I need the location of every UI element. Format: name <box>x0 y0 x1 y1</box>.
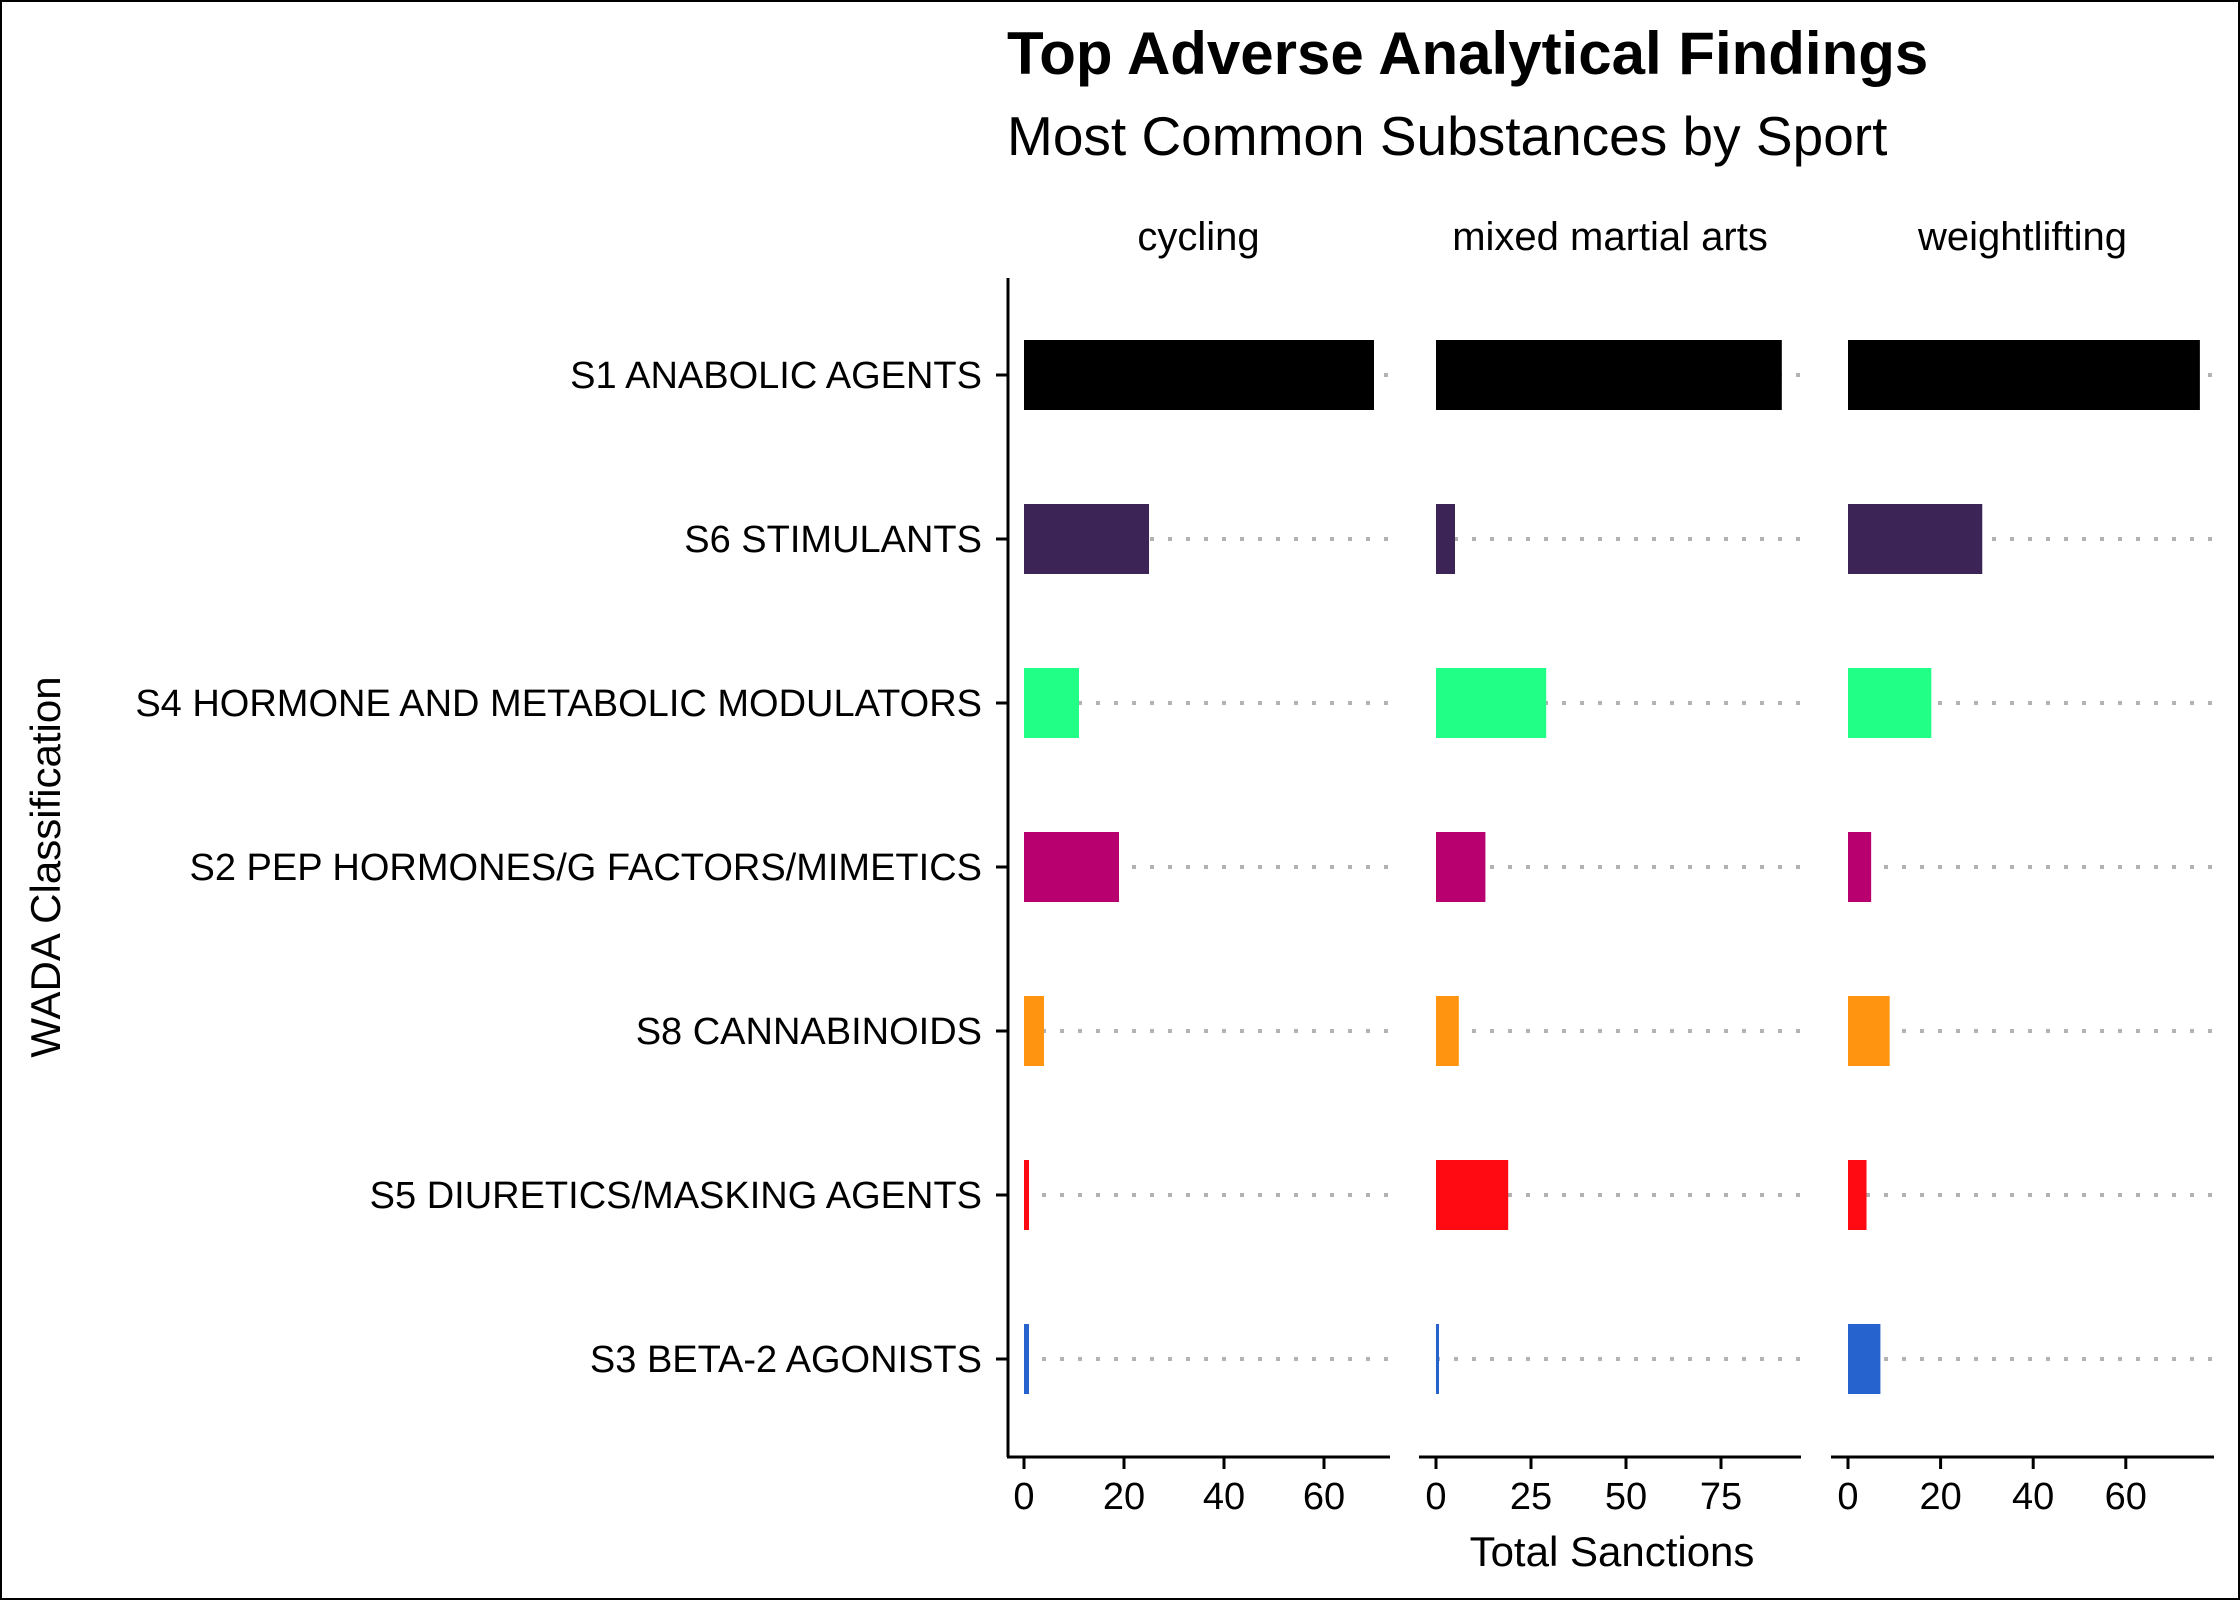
x-tick-label-cycling-0: 0 <box>1013 1476 1034 1518</box>
bar-mixed-martial-arts-s6-stimulants <box>1436 504 1455 574</box>
x-tick-label-weightlifting-0: 0 <box>1837 1476 1858 1518</box>
bar-weightlifting-s6-stimulants <box>1848 504 1983 574</box>
category-label-s2-pep-hormones-g-factors-mimetics: S2 PEP HORMONES/G FACTORS/MIMETICS <box>189 847 982 889</box>
bar-cycling-s3-beta-2-agonists <box>1024 1324 1029 1394</box>
bar-mixed-martial-arts-s2-pep-hormones-g-factors-mimetics <box>1436 832 1486 902</box>
chart-title: Top Adverse Analytical Findings <box>1007 20 1928 87</box>
x-tick-label-mixed-martial-arts-0: 0 <box>1425 1476 1446 1518</box>
facet-label-weightlifting: weightlifting <box>1917 215 2127 259</box>
bar-mixed-martial-arts-s3-beta-2-agonists <box>1436 1324 1439 1394</box>
x-tick-label-cycling-40: 40 <box>1203 1476 1245 1518</box>
category-label-s1-anabolic-agents: S1 ANABOLIC AGENTS <box>570 355 982 397</box>
bar-weightlifting-s8-cannabinoids <box>1848 996 1890 1066</box>
category-label-s8-cannabinoids: S8 CANNABINOIDS <box>636 1011 982 1053</box>
facet-panel-weightlifting: weightlifting 0 20 40 60 <box>1831 215 2214 1518</box>
bar-weightlifting-s3-beta-2-agonists <box>1848 1324 1881 1394</box>
x-tick-label-cycling-60: 60 <box>1303 1476 1345 1518</box>
category-label-s4-hormone-and-metabolic-modulators: S4 HORMONE AND METABOLIC MODULATORS <box>135 683 982 725</box>
bar-mixed-martial-arts-s1-anabolic-agents <box>1436 340 1782 410</box>
bar-weightlifting-s1-anabolic-agents <box>1848 340 2200 410</box>
bar-weightlifting-s4-hormone-and-metabolic-modulators <box>1848 668 1932 738</box>
category-label-s6-stimulants: S6 STIMULANTS <box>684 519 982 561</box>
bar-cycling-s5-diuretics-masking-agents <box>1024 1160 1029 1230</box>
x-tick-label-weightlifting-20: 20 <box>1919 1476 1961 1518</box>
bar-cycling-s6-stimulants <box>1024 504 1149 574</box>
x-tick-label-mixed-martial-arts-25: 25 <box>1510 1476 1552 1518</box>
x-tick-label-mixed-martial-arts-75: 75 <box>1700 1476 1742 1518</box>
x-tick-label-weightlifting-40: 40 <box>2012 1476 2054 1518</box>
category-labels: S1 ANABOLIC AGENTS S6 STIMULANTS S4 HORMON… <box>135 355 1008 1381</box>
x-tick-label-mixed-martial-arts-50: 50 <box>1605 1476 1647 1518</box>
bar-cycling-s8-cannabinoids <box>1024 996 1044 1066</box>
bar-mixed-martial-arts-s4-hormone-and-metabolic-modulators <box>1436 668 1547 738</box>
facet-label-mixed-martial-arts: mixed martial arts <box>1452 215 1768 259</box>
x-tick-label-weightlifting-60: 60 <box>2105 1476 2147 1518</box>
bar-weightlifting-s5-diuretics-masking-agents <box>1848 1160 1867 1230</box>
facet-panel-mixed-martial-arts: mixed martial arts 0 25 50 75 <box>1419 215 1801 1518</box>
bar-cycling-s2-pep-hormones-g-factors-mimetics <box>1024 832 1119 902</box>
bar-cycling-s1-anabolic-agents <box>1024 340 1374 410</box>
x-axis-title: Total Sanctions <box>1470 1528 1755 1575</box>
bar-mixed-martial-arts-s5-diuretics-masking-agents <box>1436 1160 1509 1230</box>
chart-subtitle: Most Common Substances by Sport <box>1007 105 1887 167</box>
facet-label-cycling: cycling <box>1137 215 1259 259</box>
facet-panels: cycling 0 20 40 60 mixed martial arts 0 25 50 75 w… <box>1006 215 2214 1518</box>
y-axis-title: WADA Classification <box>22 676 69 1057</box>
bar-cycling-s4-hormone-and-metabolic-modulators <box>1024 668 1079 738</box>
category-label-s3-beta-2-agonists: S3 BETA-2 AGONISTS <box>590 1339 982 1381</box>
bar-weightlifting-s2-pep-hormones-g-factors-mimetics <box>1848 832 1872 902</box>
category-label-s5-diuretics-masking-agents: S5 DIURETICS/MASKING AGENTS <box>370 1175 982 1217</box>
bar-mixed-martial-arts-s8-cannabinoids <box>1436 996 1459 1066</box>
x-tick-label-cycling-20: 20 <box>1103 1476 1145 1518</box>
facet-panel-cycling: cycling 0 20 40 60 <box>1007 215 1390 1518</box>
